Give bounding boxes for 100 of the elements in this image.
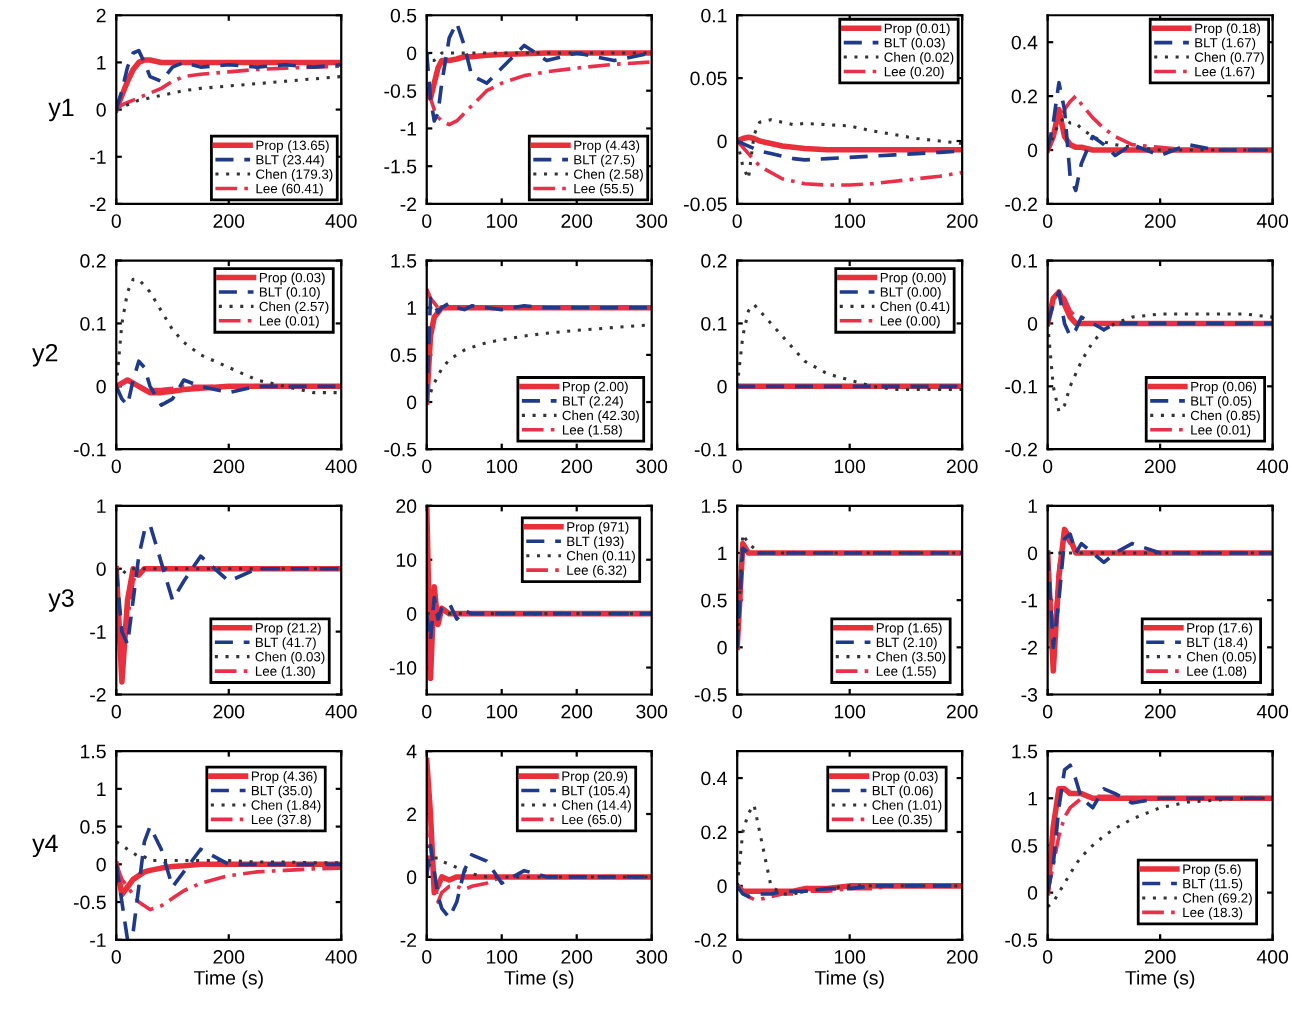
- line-series: [1047, 116, 1273, 152]
- y-tick-label: -2: [90, 687, 106, 702]
- y-tick-label: 20: [396, 499, 417, 514]
- line-series: [116, 48, 342, 112]
- y-tick-label: 0.1: [701, 316, 727, 331]
- x-tick-label: 0: [422, 214, 432, 228]
- line-series: [426, 60, 652, 127]
- x-axis-title: Time (s): [814, 970, 884, 989]
- x-tick-label: 100: [834, 950, 866, 964]
- y-tick-label: -0.2: [1005, 442, 1037, 457]
- line-series: [737, 803, 963, 896]
- x-tick-label: 200: [1144, 214, 1176, 228]
- y-tick-label: 0: [1027, 886, 1038, 900]
- x-tick-label: 0: [732, 214, 742, 228]
- y-tick-label: 0: [1027, 316, 1038, 331]
- y-tick-label: -0.5: [1005, 933, 1038, 948]
- line-series: [1047, 290, 1273, 338]
- line-series: [1047, 532, 1273, 650]
- x-tick-label: 0: [111, 950, 121, 964]
- x-tick-label: 200: [946, 214, 978, 228]
- x-tick-label: 200: [946, 950, 978, 964]
- y-tick-label: 0.5: [701, 593, 727, 608]
- line-series: [116, 359, 342, 407]
- y-tick-label: 0: [406, 870, 417, 885]
- line-series: [1047, 312, 1273, 414]
- y-axis-title: y1: [48, 98, 74, 122]
- y-tick-label: 1.5: [701, 499, 727, 514]
- x-tick-label: 200: [213, 459, 245, 474]
- y-tick-label: 0.5: [390, 348, 417, 363]
- y-tick-label: 1: [97, 56, 106, 70]
- x-tick-label: 400: [1256, 950, 1289, 964]
- x-tick-label: 0: [111, 704, 121, 719]
- x-tick-label: 100: [834, 459, 866, 474]
- line-series: [737, 118, 963, 181]
- x-axis-title: Time (s): [504, 970, 574, 989]
- x-tick-label: 0: [732, 950, 742, 964]
- y-tick-label: -1: [90, 625, 106, 639]
- y-tick-label: -0.5: [384, 442, 417, 457]
- y-tick-label: -0.5: [694, 687, 727, 702]
- y-tick-label: 0.5: [80, 820, 106, 834]
- y-tick-label: 0.4: [701, 771, 727, 786]
- x-tick-label: 400: [325, 459, 357, 474]
- y-tick-label: -2: [400, 933, 417, 947]
- x-tick-label: 0: [1043, 214, 1053, 228]
- y-tick-label: -1: [90, 933, 106, 947]
- x-tick-label: 0: [1043, 704, 1053, 719]
- y-tick-label: -0.5: [73, 895, 106, 910]
- x-tick-label: 300: [636, 950, 668, 964]
- x-tick-label: 0: [732, 459, 742, 474]
- x-tick-label: 0: [422, 459, 432, 474]
- y-tick-label: 10: [396, 553, 417, 567]
- y-tick-label: -0.1: [73, 442, 106, 457]
- x-tick-label: 200: [1144, 459, 1176, 474]
- y-tick-label: 1: [97, 499, 106, 513]
- x-tick-label: 400: [325, 950, 357, 964]
- y-tick-label: 1: [1028, 499, 1037, 513]
- y-tick-label: 0.4: [1011, 35, 1038, 50]
- x-tick-label: 300: [636, 459, 668, 474]
- y-tick-label: -1: [1021, 593, 1037, 608]
- y-tick-label: -0.1: [694, 442, 727, 457]
- y-tick-label: -10: [389, 661, 417, 675]
- x-tick-label: 400: [1256, 704, 1289, 719]
- x-tick-label: 400: [325, 704, 357, 719]
- y-tick-label: 0: [406, 607, 417, 621]
- y-tick-label: -1: [400, 122, 417, 136]
- y-tick-label: 1: [97, 782, 106, 796]
- x-axis-title: Time (s): [193, 970, 263, 989]
- line-series: [116, 862, 342, 912]
- line-series: [737, 139, 963, 187]
- y-tick-label: 0.2: [701, 254, 727, 268]
- x-tick-label: 0: [111, 214, 121, 228]
- x-tick-label: 200: [213, 214, 245, 228]
- y-tick-label: 1.5: [391, 254, 417, 268]
- x-tick-label: 0: [111, 459, 121, 474]
- y-tick-label: 0: [717, 640, 727, 655]
- y-tick-label: -2: [90, 197, 106, 211]
- y-tick-label: 2: [407, 807, 417, 822]
- x-tick-label: 0: [1043, 459, 1053, 474]
- x-tick-label: 100: [834, 214, 866, 228]
- y-tick-label: 0: [717, 879, 727, 894]
- y-tick-label: 1: [718, 546, 727, 561]
- y-tick-label: 0: [96, 857, 106, 872]
- line-series: [737, 134, 963, 153]
- y-tick-label: 0.2: [701, 825, 727, 840]
- y-tick-label: -0.2: [694, 933, 727, 948]
- y-tick-label: 1.5: [1012, 744, 1038, 759]
- x-tick-label: 400: [325, 214, 357, 228]
- x-tick-label: 100: [486, 459, 518, 474]
- y-tick-label: 1: [407, 301, 417, 315]
- y-tick-label: 0: [96, 379, 106, 394]
- y-tick-label: 0: [717, 134, 727, 149]
- y-tick-label: 1.5: [81, 744, 106, 759]
- y-tick-label: 0.1: [701, 8, 727, 23]
- x-axis-title: Time (s): [1125, 970, 1195, 989]
- x-tick-label: 400: [1256, 459, 1289, 474]
- y-tick-label: 0: [1027, 546, 1038, 561]
- x-tick-label: 0: [422, 950, 432, 964]
- y-tick-label: 0.5: [390, 8, 417, 23]
- y-tick-label: -3: [1021, 687, 1038, 702]
- line-series: [737, 303, 963, 391]
